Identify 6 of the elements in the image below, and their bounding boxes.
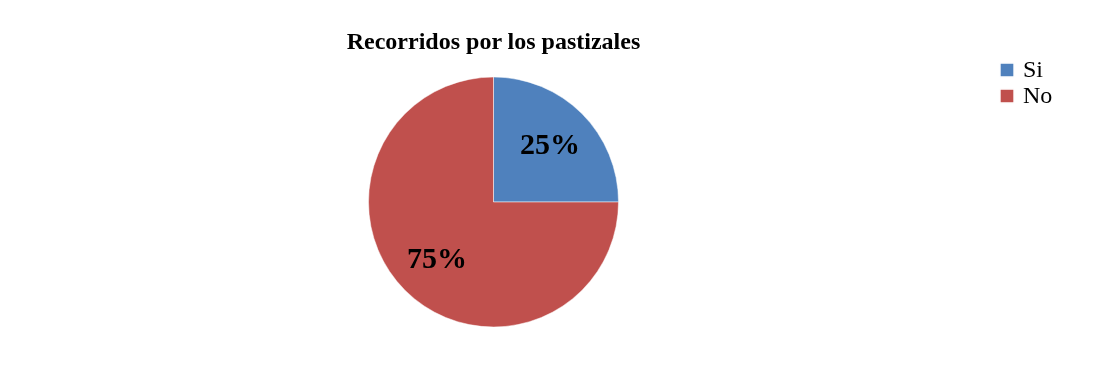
- chart-title: Recorridos por los pastizales: [346, 28, 641, 54]
- legend-label: Si: [1023, 56, 1044, 82]
- data-label: 25%: [520, 127, 581, 161]
- data-label: 75%: [406, 240, 467, 274]
- legend-label: No: [1023, 82, 1053, 108]
- pie-slice: [368, 76, 619, 328]
